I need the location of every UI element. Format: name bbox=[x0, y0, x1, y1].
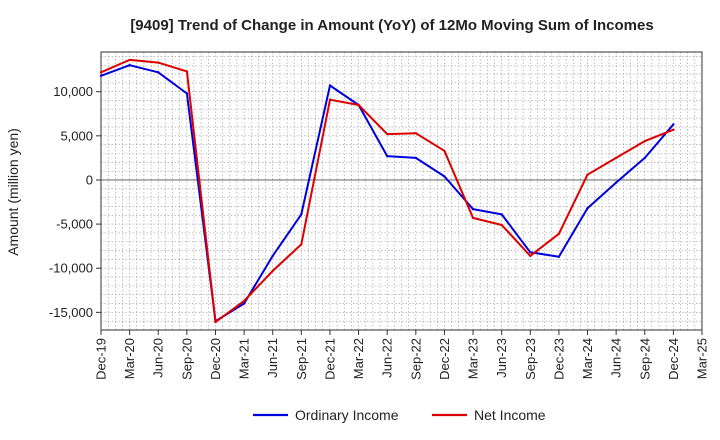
x-tick-label: Sep-22 bbox=[408, 338, 423, 380]
y-tick-label: 10,000 bbox=[53, 84, 93, 99]
x-tick-labels: Dec-19 Mar-20 Jun-20 Sep-20 Dec-20 Mar-21 Jun-… bbox=[94, 338, 710, 380]
data-point-net-income bbox=[357, 103, 360, 107]
data-point-ordinary-income bbox=[157, 71, 160, 74]
x-tick-label: Dec-22 bbox=[437, 338, 452, 380]
x-tick-label: Jun-20 bbox=[151, 338, 166, 378]
x-tick-label: Mar-24 bbox=[580, 338, 595, 379]
x-tick-label: Dec-24 bbox=[666, 338, 681, 380]
x-tick-label: Mar-21 bbox=[237, 338, 252, 379]
x-tick-label: Sep-24 bbox=[637, 338, 652, 380]
data-point-ordinary-income bbox=[99, 74, 103, 78]
y-tick-label: -10,000 bbox=[49, 261, 93, 276]
data-point-ordinary-income bbox=[242, 302, 246, 305]
grid bbox=[101, 52, 702, 331]
data-point-net-income bbox=[128, 58, 131, 62]
data-point-ordinary-income bbox=[386, 154, 389, 158]
x-tick-label: Mar-20 bbox=[122, 338, 137, 379]
data-point-ordinary-income bbox=[185, 92, 189, 95]
data-point-net-income bbox=[386, 132, 389, 136]
axes bbox=[96, 51, 703, 335]
data-point-net-income bbox=[99, 71, 103, 74]
data-point-net-income bbox=[214, 320, 217, 324]
y-tick-label: 5,000 bbox=[60, 128, 93, 143]
data-point-ordinary-income bbox=[529, 251, 532, 254]
x-tick-label: Sep-20 bbox=[179, 338, 194, 380]
data-point-ordinary-income bbox=[672, 123, 675, 126]
data-point-net-income bbox=[557, 232, 561, 235]
plot-frame bbox=[100, 51, 703, 331]
data-point-ordinary-income bbox=[586, 207, 589, 210]
data-point-net-income bbox=[529, 254, 532, 258]
data-point-net-income bbox=[328, 98, 332, 101]
data-point-net-income bbox=[614, 156, 618, 160]
data-point-ordinary-income bbox=[557, 255, 561, 258]
y-tick-labels: -15,000 -10,000 -5,000 0 5,000 10,000 bbox=[49, 84, 93, 320]
x-tick-label: Jun-23 bbox=[494, 338, 509, 378]
data-point-net-income bbox=[271, 269, 274, 273]
y-tick-label: 0 bbox=[86, 172, 93, 187]
data-point-ordinary-income bbox=[443, 175, 446, 178]
x-tick-label: Mar-22 bbox=[351, 338, 366, 379]
x-tick-label: Mar-25 bbox=[695, 338, 710, 379]
data-point-net-income bbox=[414, 132, 417, 135]
data-point-net-income bbox=[471, 216, 475, 220]
x-tick-label: Dec-20 bbox=[208, 338, 223, 380]
y-tick-label: -5,000 bbox=[56, 217, 93, 232]
x-tick-label: Jun-21 bbox=[265, 338, 280, 378]
data-point-ordinary-income bbox=[328, 84, 332, 87]
legend-label-net-income: Net Income bbox=[474, 407, 546, 423]
x-tick-label: Jun-24 bbox=[609, 338, 624, 378]
data-point-net-income bbox=[443, 149, 446, 152]
x-tick-label: Jun-22 bbox=[380, 338, 395, 378]
data-point-net-income bbox=[500, 223, 503, 227]
x-tick-label: Sep-21 bbox=[294, 338, 309, 380]
data-point-net-income bbox=[242, 299, 246, 303]
data-point-net-income bbox=[157, 61, 160, 64]
y-tick-label: -15,000 bbox=[49, 305, 93, 320]
x-tick-label: Dec-21 bbox=[322, 338, 337, 380]
x-tick-label: Sep-23 bbox=[523, 338, 538, 380]
data-point-ordinary-income bbox=[271, 254, 274, 258]
y-axis-label: Amount (million yen) bbox=[5, 128, 21, 256]
data-point-net-income bbox=[672, 128, 675, 131]
x-tick-label: Mar-23 bbox=[466, 338, 481, 379]
x-tick-label: Dec-23 bbox=[551, 338, 566, 380]
chart-title: [9409] Trend of Change in Amount (YoY) o… bbox=[130, 17, 653, 34]
data-point-net-income bbox=[586, 173, 589, 176]
data-point-ordinary-income bbox=[614, 181, 618, 184]
data-point-ordinary-income bbox=[300, 213, 303, 216]
data-point-ordinary-income bbox=[128, 63, 131, 67]
data-point-net-income bbox=[300, 243, 303, 246]
series-lines bbox=[99, 58, 675, 324]
x-tick-label: Dec-19 bbox=[94, 338, 109, 380]
data-point-net-income bbox=[185, 70, 189, 73]
data-point-ordinary-income bbox=[500, 213, 503, 216]
data-point-ordinary-income bbox=[471, 207, 475, 211]
data-point-ordinary-income bbox=[414, 156, 417, 160]
legend: Ordinary Income Net Income bbox=[253, 407, 546, 423]
data-point-ordinary-income bbox=[643, 156, 646, 160]
legend-label-ordinary-income: Ordinary Income bbox=[295, 407, 399, 423]
data-point-net-income bbox=[643, 139, 646, 143]
